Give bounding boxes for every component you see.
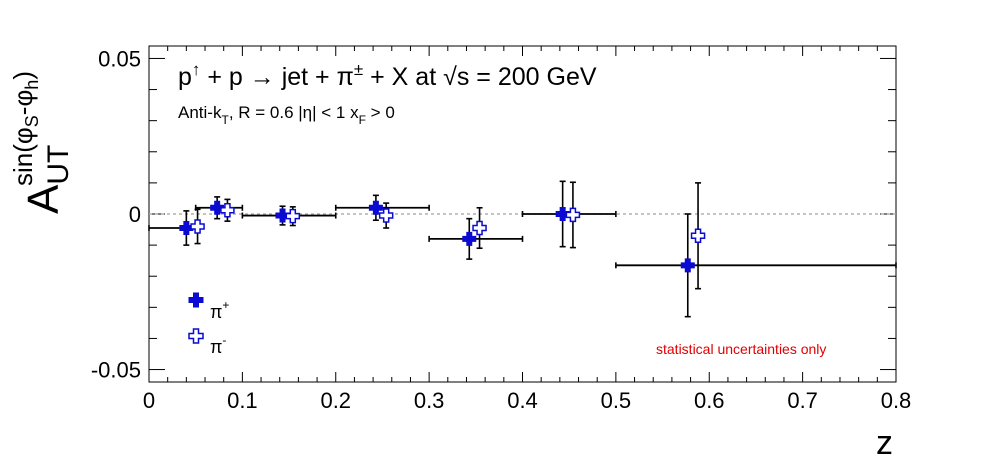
- process-annotation: p↑ + p → jet + π± + X at √s = 200 GeV: [178, 60, 597, 91]
- x-tick-label: 0.2: [320, 388, 351, 413]
- process-p2: + p → jet + π: [200, 63, 353, 91]
- pi-plus-point: [179, 221, 194, 235]
- pi-plus-point: [462, 231, 477, 246]
- x-tick-label: 0.3: [414, 388, 445, 413]
- legend-pi-minus-base: π: [210, 337, 222, 357]
- legend-pi-minus-sup: -: [222, 333, 226, 347]
- x-tick-label: 0: [143, 388, 155, 413]
- cuts-c3: > 0: [366, 103, 395, 122]
- stat-uncertainty-note: statistical uncertainties only: [656, 341, 826, 357]
- legend-marker-pi-minus-icon: [188, 328, 204, 344]
- y-title-sup-mid: -φ: [8, 90, 38, 116]
- y-axis-title: AUT sin(φS-φh): [8, 71, 75, 214]
- data-layer: [148, 180, 897, 318]
- y-title-main: A: [19, 184, 68, 214]
- pi-plus-point: [210, 200, 225, 215]
- pi-minus-point: [378, 208, 394, 223]
- x-tick-label: 0.5: [601, 388, 632, 413]
- x-tick-label: 0.7: [787, 388, 818, 413]
- legend-pi-plus-base: π: [210, 302, 222, 322]
- process-p3: + X at: [363, 63, 443, 91]
- cuts-csub: T: [221, 113, 229, 127]
- pi-minus-point: [285, 208, 301, 224]
- cuts-c1: Anti-k: [178, 103, 222, 122]
- legend-label-pi-minus: π-: [210, 333, 226, 357]
- y-tick-label: 0: [129, 202, 141, 227]
- y-title-sup-sub1: S: [22, 115, 42, 127]
- cuts-c2: , R = 0.6 |η| < 1 x: [229, 103, 359, 122]
- x-tick-label: 0.1: [227, 388, 258, 413]
- cuts-fsub: F: [359, 113, 366, 127]
- legend-label-pi-plus: π+: [210, 298, 229, 322]
- y-title-sup-sub2: h: [22, 80, 42, 90]
- x-axis-title: z: [876, 424, 893, 462]
- process-arrow: ↑: [192, 60, 201, 79]
- process-pm: ±: [354, 60, 363, 79]
- x-tick-label: 0.6: [694, 388, 725, 413]
- legend-pi-plus-sup: +: [222, 298, 229, 312]
- pi-plus-point: [275, 208, 290, 223]
- y-title-sup-end: ): [8, 71, 38, 80]
- svg-text:sin(φS-φh): sin(φS-φh): [8, 71, 42, 186]
- legend: π+ π-: [188, 292, 229, 357]
- pi-plus-point: [680, 258, 695, 273]
- pi-minus-point: [472, 220, 487, 236]
- y-title-sup-main: sin(φ: [8, 127, 38, 186]
- pi-plus-point: [555, 207, 570, 221]
- x-tick-label: 0.4: [507, 388, 538, 413]
- x-tick-label: 0.8: [881, 388, 912, 413]
- pi-minus-point: [220, 203, 235, 218]
- svg-text:AUT: AUT: [19, 145, 75, 214]
- process-p1: p: [178, 63, 192, 91]
- cuts-annotation: Anti-kT, R = 0.6 |η| < 1 xF > 0: [178, 103, 395, 127]
- pi-minus-point: [690, 228, 706, 244]
- y-title-sub: UT: [42, 145, 75, 185]
- process-sqrt: √s: [443, 63, 469, 91]
- pi-minus-point: [565, 207, 581, 223]
- pi-plus-point: [368, 200, 383, 215]
- pi-minus-point: [190, 219, 205, 234]
- y-tick-label: -0.05: [91, 358, 141, 383]
- process-p4: = 200 GeV: [469, 63, 596, 91]
- legend-marker-pi-plus-icon: [188, 292, 204, 308]
- y-tick-label: 0.05: [98, 46, 141, 71]
